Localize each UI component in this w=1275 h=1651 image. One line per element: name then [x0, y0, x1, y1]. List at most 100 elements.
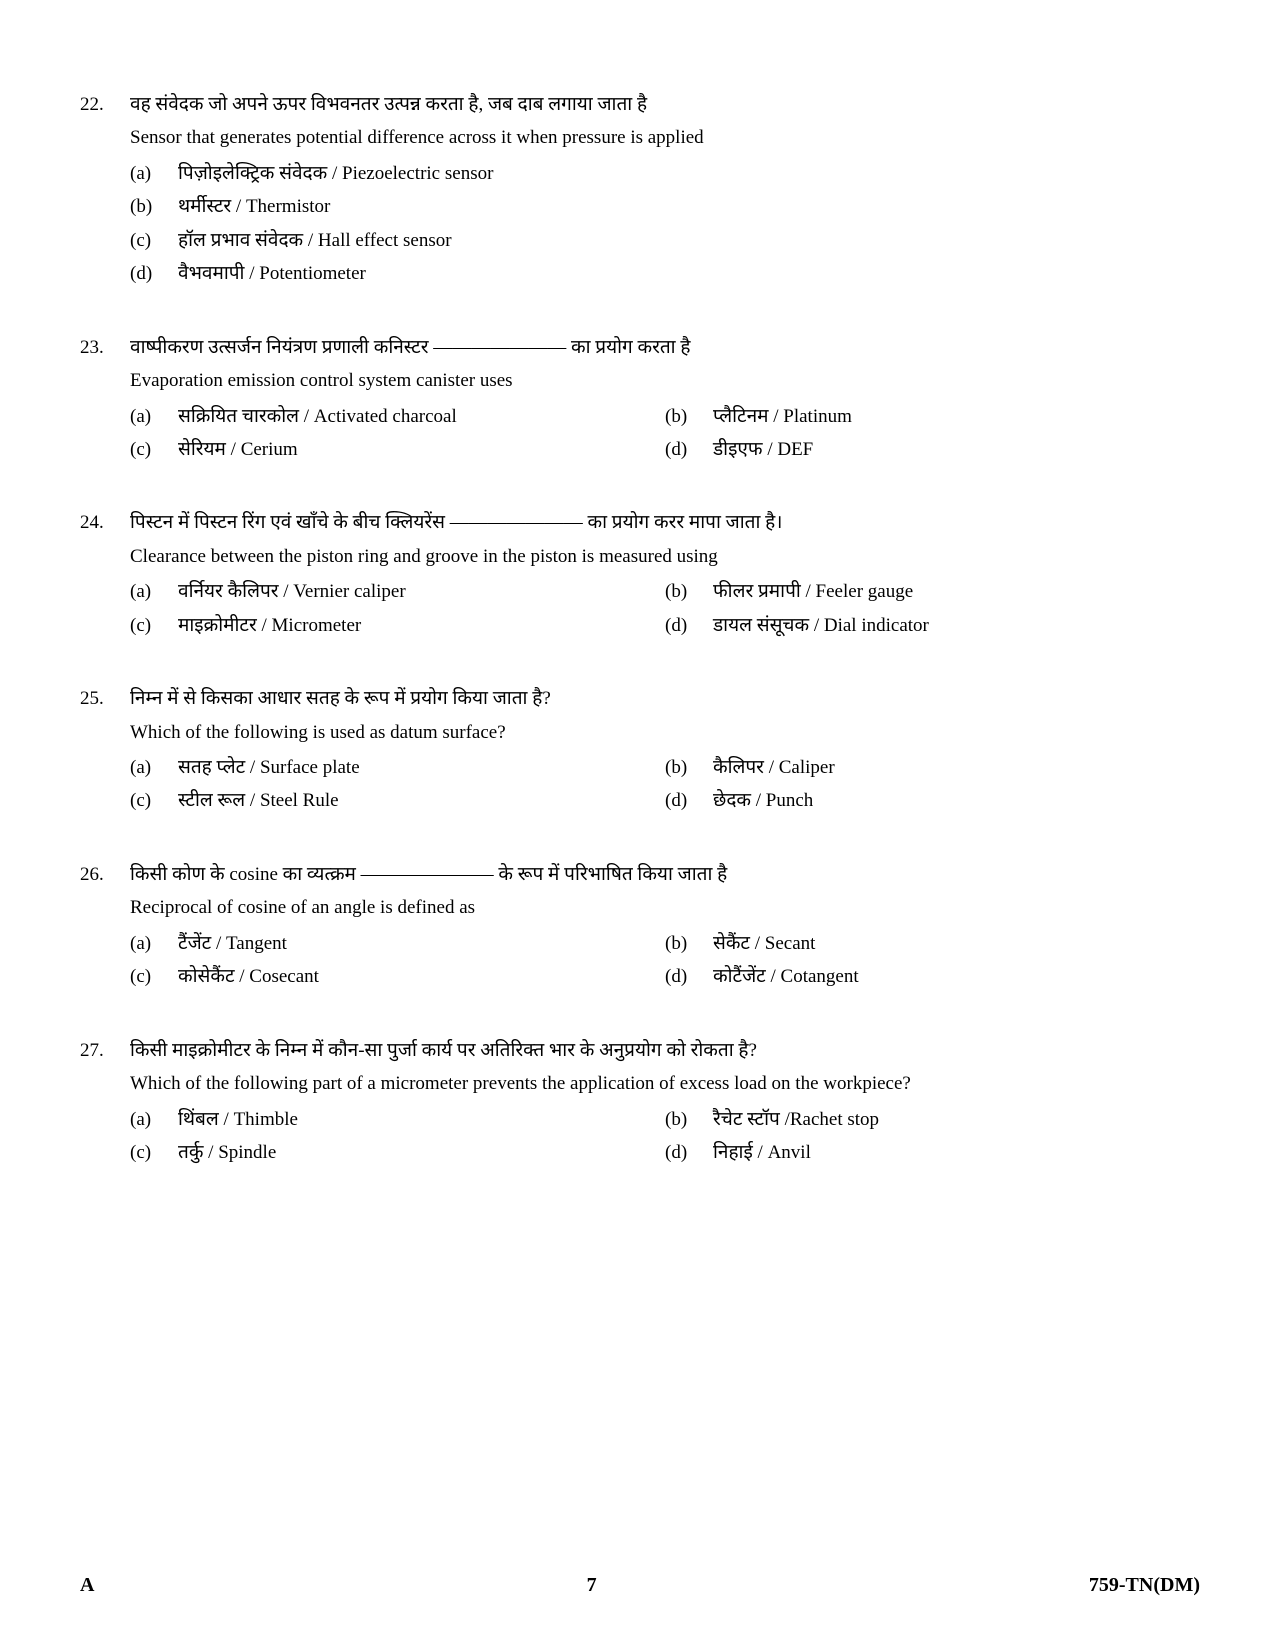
option-text: सक्रियित चारकोल / Activated charcoal: [178, 402, 665, 431]
option-b: (b)थर्मीस्टर / Thermistor: [130, 192, 1200, 221]
question-text-english: Sensor that generates potential differen…: [130, 123, 1200, 152]
option-b: (b)फीलर प्रमापी / Feeler gauge: [665, 577, 1200, 606]
option-text: तर्कु / Spindle: [178, 1138, 665, 1167]
option-label: (d): [665, 435, 713, 464]
question-number: 25.: [80, 684, 130, 820]
question-23: 23. वाष्पीकरण उत्सर्जन नियंत्रण प्रणाली …: [80, 333, 1200, 469]
option-text: सतह प्लेट / Surface plate: [178, 753, 665, 782]
option-d: (d)डायल संसूचक / Dial indicator: [665, 611, 1200, 640]
option-a: (a)थिंबल / Thimble: [130, 1105, 665, 1134]
option-text: प्लैटिनम / Platinum: [713, 402, 1200, 431]
option-label: (c): [130, 226, 178, 255]
question-26: 26. किसी कोण के cosine का व्यत्क्रम ————…: [80, 860, 1200, 996]
option-label: (b): [130, 192, 178, 221]
option-text: पिज़ोइलेक्ट्रिक संवेदक / Piezoelectric s…: [178, 159, 1200, 188]
option-d: (d)कोटैंजेंट / Cotangent: [665, 962, 1200, 991]
question-number: 23.: [80, 333, 130, 469]
question-body: वह संवेदक जो अपने ऊपर विभवनतर उत्पन्न कर…: [130, 90, 1200, 293]
question-24: 24. पिस्टन में पिस्टन रिंग एवं खाँचे के …: [80, 508, 1200, 644]
option-text: वर्नियर कैलिपर / Vernier caliper: [178, 577, 665, 606]
option-b: (b)रैचेट स्टॉप /Rachet stop: [665, 1105, 1200, 1134]
question-text-hindi: वह संवेदक जो अपने ऊपर विभवनतर उत्पन्न कर…: [130, 90, 1200, 119]
option-label: (d): [665, 962, 713, 991]
question-body: किसी माइक्रोमीटर के निम्न में कौन-सा पुर…: [130, 1036, 1200, 1172]
option-b: (b)सेकैंट / Secant: [665, 929, 1200, 958]
option-text: कैलिपर / Caliper: [713, 753, 1200, 782]
question-text-english: Which of the following part of a microme…: [130, 1069, 1200, 1098]
options-list: (a)थिंबल / Thimble (b)रैचेट स्टॉप /Rache…: [130, 1105, 1200, 1172]
options-list: (a)टैंजेंट / Tangent (b)सेकैंट / Secant …: [130, 929, 1200, 996]
option-label: (d): [130, 259, 178, 288]
option-c: (c)स्टील रूल / Steel Rule: [130, 786, 665, 815]
option-label: (a): [130, 753, 178, 782]
question-22: 22. वह संवेदक जो अपने ऊपर विभवनतर उत्पन्…: [80, 90, 1200, 293]
question-number: 27.: [80, 1036, 130, 1172]
option-text: हॉल प्रभाव संवेदक / Hall effect sensor: [178, 226, 1200, 255]
option-text: रैचेट स्टॉप /Rachet stop: [713, 1105, 1200, 1134]
question-body: निम्न में से किसका आधार सतह के रूप में प…: [130, 684, 1200, 820]
option-label: (c): [130, 611, 178, 640]
option-d: (d)छेदक / Punch: [665, 786, 1200, 815]
option-text: डायल संसूचक / Dial indicator: [713, 611, 1200, 640]
question-body: वाष्पीकरण उत्सर्जन नियंत्रण प्रणाली कनिस…: [130, 333, 1200, 469]
question-list: 22. वह संवेदक जो अपने ऊपर विभवनतर उत्पन्…: [80, 90, 1200, 1171]
option-label: (b): [665, 577, 713, 606]
question-25: 25. निम्न में से किसका आधार सतह के रूप म…: [80, 684, 1200, 820]
option-text: निहाई / Anvil: [713, 1138, 1200, 1167]
option-text: छेदक / Punch: [713, 786, 1200, 815]
option-a: (a)सक्रियित चारकोल / Activated charcoal: [130, 402, 665, 431]
option-text: स्टील रूल / Steel Rule: [178, 786, 665, 815]
options-list: (a)वर्नियर कैलिपर / Vernier caliper (b)फ…: [130, 577, 1200, 644]
options-list: (a)सतह प्लेट / Surface plate (b)कैलिपर /…: [130, 753, 1200, 820]
option-text: सेरियम / Cerium: [178, 435, 665, 464]
option-d: (d)निहाई / Anvil: [665, 1138, 1200, 1167]
option-label: (a): [130, 159, 178, 188]
options-list: (a)सक्रियित चारकोल / Activated charcoal …: [130, 402, 1200, 469]
question-body: पिस्टन में पिस्टन रिंग एवं खाँचे के बीच …: [130, 508, 1200, 644]
option-text: डीइएफ / DEF: [713, 435, 1200, 464]
option-d: (d)डीइएफ / DEF: [665, 435, 1200, 464]
option-text: फीलर प्रमापी / Feeler gauge: [713, 577, 1200, 606]
question-text-hindi: वाष्पीकरण उत्सर्जन नियंत्रण प्रणाली कनिस…: [130, 333, 1200, 362]
option-label: (a): [130, 577, 178, 606]
question-text-english: Clearance between the piston ring and gr…: [130, 542, 1200, 571]
footer-series: A: [80, 1570, 94, 1601]
question-text-hindi: किसी कोण के cosine का व्यत्क्रम ——————— …: [130, 860, 1200, 889]
option-c: (c)सेरियम / Cerium: [130, 435, 665, 464]
question-27: 27. किसी माइक्रोमीटर के निम्न में कौन-सा…: [80, 1036, 1200, 1172]
option-text: थिंबल / Thimble: [178, 1105, 665, 1134]
option-d: (d)वैभवमापी / Potentiometer: [130, 259, 1200, 288]
option-label: (c): [130, 962, 178, 991]
question-number: 22.: [80, 90, 130, 293]
question-number: 24.: [80, 508, 130, 644]
option-a: (a)पिज़ोइलेक्ट्रिक संवेदक / Piezoelectri…: [130, 159, 1200, 188]
question-text-hindi: निम्न में से किसका आधार सतह के रूप में प…: [130, 684, 1200, 713]
option-label: (a): [130, 929, 178, 958]
question-text-english: Evaporation emission control system cani…: [130, 366, 1200, 395]
question-body: किसी कोण के cosine का व्यत्क्रम ——————— …: [130, 860, 1200, 996]
option-b: (b)कैलिपर / Caliper: [665, 753, 1200, 782]
option-label: (b): [665, 929, 713, 958]
option-text: थर्मीस्टर / Thermistor: [178, 192, 1200, 221]
option-text: वैभवमापी / Potentiometer: [178, 259, 1200, 288]
option-c: (c)माइक्रोमीटर / Micrometer: [130, 611, 665, 640]
option-label: (c): [130, 786, 178, 815]
question-text-hindi: पिस्टन में पिस्टन रिंग एवं खाँचे के बीच …: [130, 508, 1200, 537]
options-list: (a)पिज़ोइलेक्ट्रिक संवेदक / Piezoelectri…: [130, 159, 1200, 289]
page-footer: A 7 759-TN(DM): [80, 1570, 1200, 1601]
option-label: (b): [665, 753, 713, 782]
option-text: कोटैंजेंट / Cotangent: [713, 962, 1200, 991]
option-c: (c)कोसेकैंट / Cosecant: [130, 962, 665, 991]
option-label: (b): [665, 402, 713, 431]
question-number: 26.: [80, 860, 130, 996]
option-a: (a)टैंजेंट / Tangent: [130, 929, 665, 958]
option-label: (c): [130, 1138, 178, 1167]
option-label: (b): [665, 1105, 713, 1134]
question-text-hindi: किसी माइक्रोमीटर के निम्न में कौन-सा पुर…: [130, 1036, 1200, 1065]
option-label: (d): [665, 786, 713, 815]
option-a: (a)सतह प्लेट / Surface plate: [130, 753, 665, 782]
option-label: (a): [130, 402, 178, 431]
footer-page-number: 7: [587, 1570, 597, 1601]
option-text: कोसेकैंट / Cosecant: [178, 962, 665, 991]
option-c: (c)तर्कु / Spindle: [130, 1138, 665, 1167]
